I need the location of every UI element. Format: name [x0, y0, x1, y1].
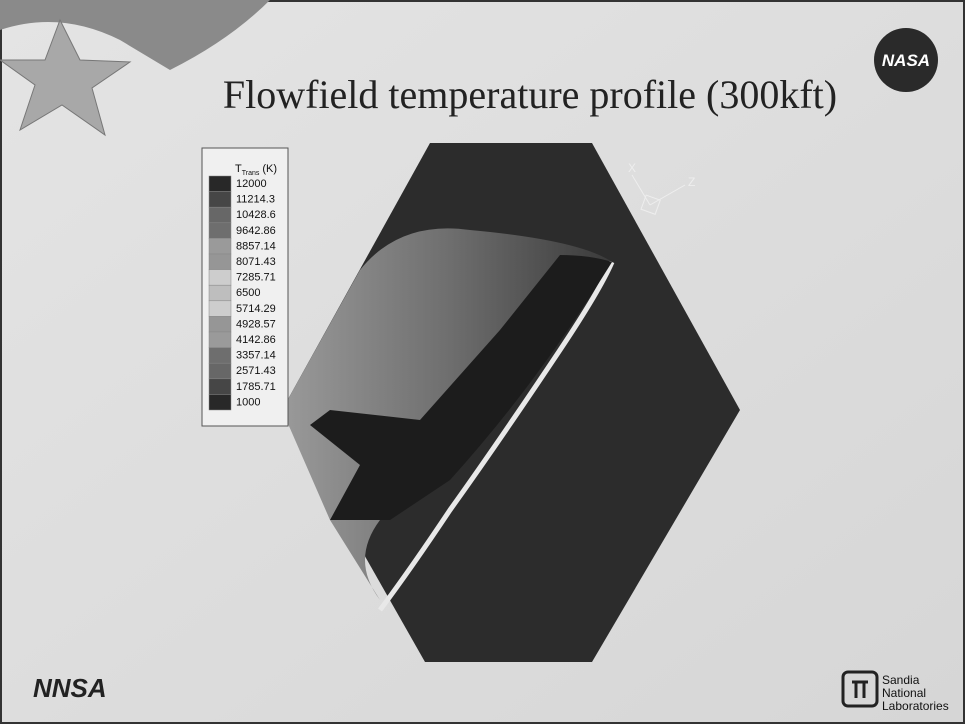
- corner-star: [0, 18, 132, 137]
- legend-label: 2571.43: [236, 365, 276, 377]
- axis-x-label: X: [628, 161, 636, 175]
- legend-label: 7285.71: [236, 272, 276, 284]
- legend-label: 1000: [236, 396, 260, 408]
- nasa-logo-text: NASA: [882, 51, 930, 70]
- legend-label: 5714.29: [236, 303, 276, 315]
- sandia-logo-symbol: [852, 680, 868, 698]
- legend-swatch: [208, 394, 232, 411]
- legend-swatch: [208, 269, 232, 286]
- sandia-name-line: Sandia: [882, 673, 920, 687]
- legend-title: TTrans (K): [235, 163, 277, 177]
- legend-swatch: [208, 300, 232, 317]
- legend-label: 6500: [236, 287, 260, 299]
- axis-z-label: Z: [688, 175, 695, 189]
- legend-label: 8857.14: [236, 240, 276, 252]
- nnsa-logo: NNSA: [33, 673, 107, 703]
- slide-title: Flowfield temperature profile (300kft): [223, 72, 837, 117]
- nasa-logo: [874, 28, 938, 92]
- legend-swatch: [208, 331, 232, 348]
- axis-x: [631, 174, 651, 206]
- legend-label: 11214.3: [236, 194, 275, 206]
- axis-cube: [640, 194, 661, 215]
- shock-layer: [377, 261, 615, 612]
- legend-label: 4928.57: [236, 318, 276, 330]
- sandia-name-line: Laboratories: [882, 699, 949, 713]
- legend-swatch: [208, 316, 232, 333]
- legend-swatch: [208, 175, 232, 192]
- axis-z: [649, 184, 686, 206]
- legend-swatch: [208, 222, 232, 239]
- legend-label: 9642.86: [236, 225, 276, 237]
- sandia-logo-mark: [841, 670, 879, 708]
- legend-label: 8071.43: [236, 256, 276, 268]
- sandia-name-line: National: [882, 686, 926, 700]
- legend-swatch: [208, 253, 232, 270]
- legend-swatch: [208, 378, 232, 395]
- legend-swatch: [208, 238, 232, 255]
- legend-swatch: [208, 191, 232, 208]
- legend-swatch: [208, 347, 232, 364]
- legend-label: 1785.71: [236, 381, 276, 393]
- legend-swatch: [208, 206, 232, 224]
- legend: TTrans (K) 12000 11214.3 10428.6 9642.86 8857…: [201, 147, 289, 427]
- legend-swatch: [208, 284, 232, 302]
- legend-swatch: [208, 362, 232, 380]
- legend-label: 4142.86: [236, 334, 276, 346]
- legend-label: 12000: [236, 178, 267, 190]
- legend-label: 10428.6: [236, 209, 276, 221]
- legend-label: 3357.14: [236, 350, 276, 362]
- shuttle-silhouette: [310, 255, 612, 520]
- corner-swoosh: [0, 0, 270, 70]
